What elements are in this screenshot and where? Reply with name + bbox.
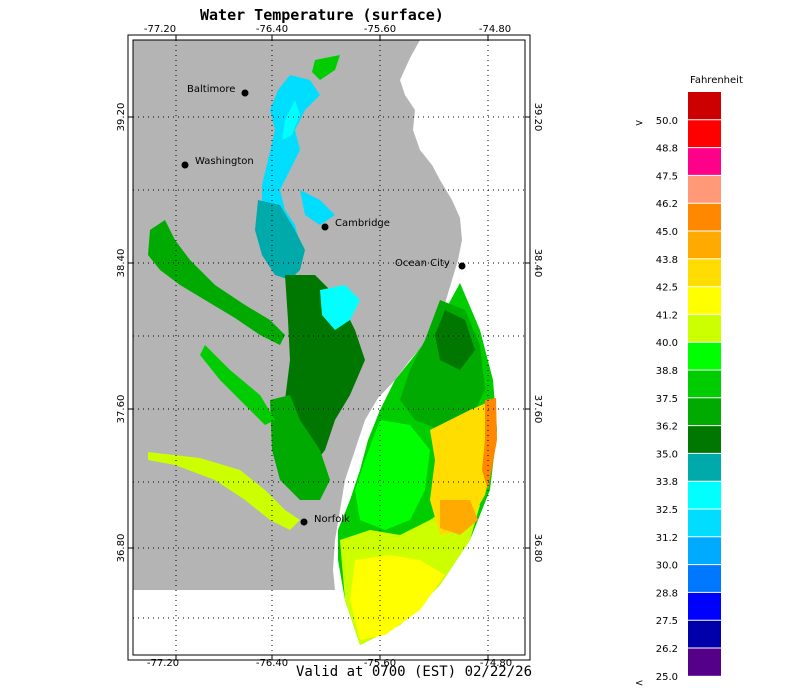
potomac-river bbox=[148, 220, 285, 345]
lat-label-right-4: 36.80 bbox=[532, 534, 543, 563]
legend-swatch bbox=[688, 592, 721, 621]
legend-swatch bbox=[688, 342, 721, 370]
legend-label: 50.0 bbox=[656, 116, 678, 127]
nanticoke-river bbox=[300, 190, 335, 225]
lon-label-bottom-1: -77.20 bbox=[147, 658, 179, 669]
susquehanna-green bbox=[312, 55, 340, 80]
lat-label-right-1: 39.20 bbox=[532, 103, 543, 132]
lon-label-top-3: -75.60 bbox=[364, 24, 396, 35]
lat-label-left-1: 39.20 bbox=[116, 103, 127, 132]
legend-title: Fahrenheit bbox=[690, 75, 743, 86]
legend-label: 46.2 bbox=[656, 199, 678, 210]
city-markers: Baltimore Washington Cambridge Ocean Cit… bbox=[181, 84, 466, 526]
upper-bay-cyan bbox=[282, 100, 300, 140]
legend-swatch bbox=[688, 258, 721, 287]
ocean-light-green bbox=[355, 420, 430, 530]
city-dot-norfolk bbox=[300, 518, 308, 526]
legend-swatch bbox=[688, 175, 721, 204]
legend-label: 36.2 bbox=[656, 422, 678, 433]
southern-white-area bbox=[133, 590, 340, 655]
legend-swatch bbox=[688, 564, 721, 593]
legend-swatch bbox=[688, 286, 721, 315]
lat-label-left-3: 37.60 bbox=[116, 395, 127, 424]
legend-label: 26.2 bbox=[656, 644, 678, 655]
lon-label-top-2: -76.40 bbox=[256, 24, 288, 35]
legend-swatch bbox=[688, 425, 721, 454]
legend-swatch bbox=[688, 509, 721, 537]
city-label-washington: Washington bbox=[195, 156, 254, 167]
city-dot-baltimore bbox=[241, 89, 249, 97]
legend-swatch bbox=[688, 147, 721, 176]
lon-label-bottom-2: -76.40 bbox=[256, 658, 288, 669]
legend-label: 30.0 bbox=[656, 561, 678, 572]
legend-swatch bbox=[688, 231, 721, 259]
legend-label: 33.8 bbox=[656, 477, 678, 488]
legend-swatch bbox=[688, 453, 721, 482]
legend-label: 27.5 bbox=[656, 616, 678, 627]
legend-over-prefix: > bbox=[635, 118, 643, 129]
ocean-orange bbox=[440, 500, 478, 535]
valid-time-text: Valid at 0700 (EST) 02/22/26 bbox=[296, 664, 533, 680]
city-dot-ocean-city bbox=[458, 262, 466, 270]
legend-swatch bbox=[688, 536, 721, 565]
legend-label: 42.5 bbox=[656, 283, 678, 294]
legend-label: 28.8 bbox=[656, 588, 678, 599]
map-area bbox=[133, 40, 497, 655]
james-river bbox=[148, 452, 300, 530]
legend-label: 48.8 bbox=[656, 144, 678, 155]
legend-label: 32.5 bbox=[656, 505, 678, 516]
lower-bay-green bbox=[270, 395, 330, 500]
city-dot-washington bbox=[181, 161, 189, 169]
map-inner-frame bbox=[132, 39, 526, 656]
legend-swatch bbox=[688, 620, 721, 648]
legend-label: 38.8 bbox=[656, 366, 678, 377]
legend-label: 45.0 bbox=[656, 227, 678, 238]
legend-swatch bbox=[688, 92, 721, 120]
legend-swatch bbox=[688, 481, 721, 509]
lat-label-right-2: 38.40 bbox=[532, 249, 543, 278]
lat-label-left-2: 38.40 bbox=[116, 249, 127, 278]
legend-swatch bbox=[688, 370, 721, 398]
legend-label: 40.0 bbox=[656, 338, 678, 349]
city-label-ocean-city: Ocean City bbox=[395, 258, 450, 269]
legend-label: 35.0 bbox=[656, 449, 678, 460]
map-grid bbox=[133, 40, 525, 655]
ocean-orange-2 bbox=[482, 398, 497, 490]
map-frame bbox=[127, 34, 531, 661]
legend-under-prefix: < bbox=[635, 678, 643, 689]
lon-label-top-1: -77.20 bbox=[144, 24, 176, 35]
york-river bbox=[200, 345, 275, 425]
mid-bay-teal bbox=[255, 200, 305, 280]
choptank-river bbox=[320, 285, 360, 330]
city-label-baltimore: Baltimore bbox=[187, 84, 235, 95]
lat-label-left-4: 36.80 bbox=[116, 534, 127, 563]
lon-label-top-4: -74.80 bbox=[479, 24, 511, 35]
city-dot-cambridge bbox=[321, 223, 329, 231]
legend-label: 25.0 bbox=[656, 672, 678, 683]
lat-label-right-3: 37.60 bbox=[532, 395, 543, 424]
lon-label-bottom-4: -74.80 bbox=[480, 658, 512, 669]
lon-label-bottom-3: -75.60 bbox=[364, 658, 396, 669]
legend-swatch bbox=[688, 648, 721, 676]
city-label-norfolk: Norfolk bbox=[314, 514, 350, 525]
legend-label: 41.2 bbox=[656, 310, 678, 321]
legend-swatch bbox=[688, 119, 721, 148]
legend-label: 37.5 bbox=[656, 394, 678, 405]
legend-label: 43.8 bbox=[656, 255, 678, 266]
ocean-yellow bbox=[350, 555, 445, 640]
legend-label: 47.5 bbox=[656, 171, 678, 182]
color-legend: Fahrenheit > < 50.0 48.8 47.5 46.2 45.0 43.8 4… bbox=[635, 75, 743, 689]
ocean-dark-green-2 bbox=[435, 310, 475, 370]
map-title: Water Temperature (surface) bbox=[200, 6, 444, 24]
legend-label: 31.2 bbox=[656, 533, 678, 544]
city-label-cambridge: Cambridge bbox=[335, 218, 390, 229]
legend-swatch bbox=[688, 314, 721, 343]
legend-swatch bbox=[688, 397, 721, 426]
legend-swatch bbox=[688, 203, 721, 231]
frame-ticks bbox=[128, 35, 530, 660]
